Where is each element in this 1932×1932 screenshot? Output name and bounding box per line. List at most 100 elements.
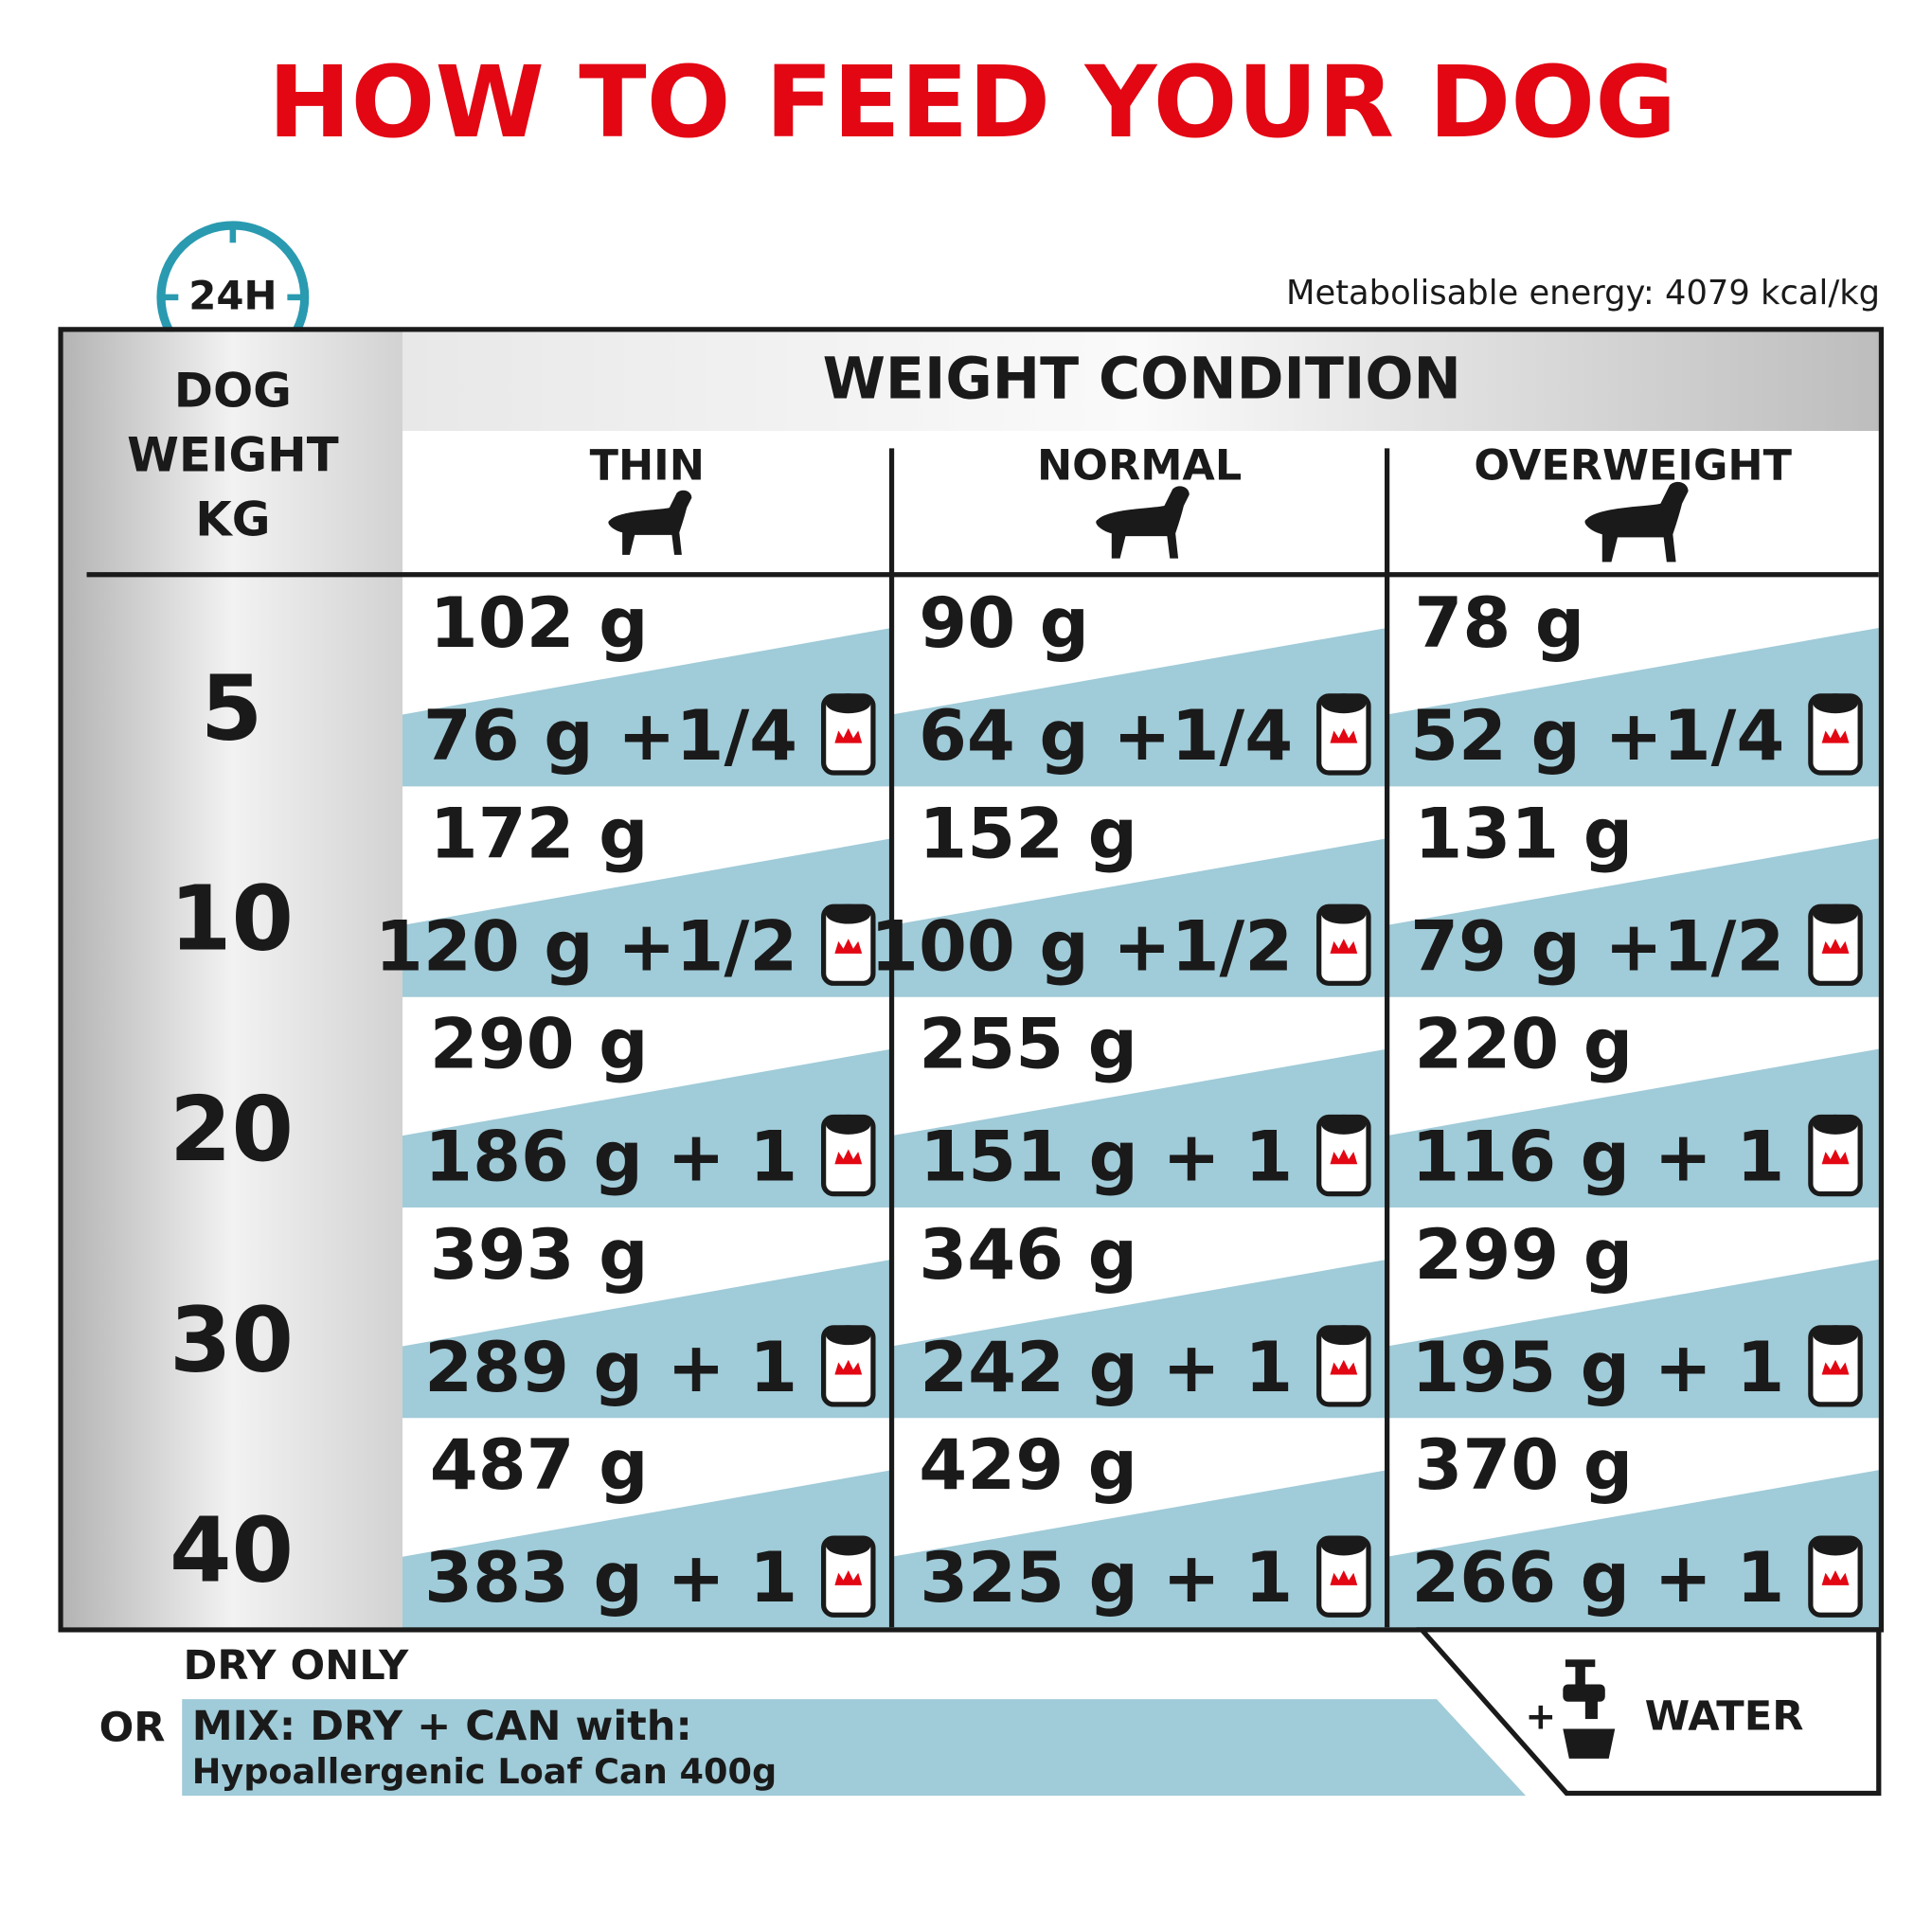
- mix-band: [402, 838, 892, 997]
- dry-amount: 90 g: [919, 583, 1089, 664]
- can-name: Hypoallergenic Loaf Can 400g: [192, 1751, 778, 1792]
- dry-amount: 487 g: [430, 1425, 649, 1506]
- can-icon: [1316, 1325, 1371, 1407]
- mix-band: [891, 838, 1387, 997]
- mix-amount: 151 g + 1: [920, 1118, 1293, 1198]
- can-crown: [1330, 1149, 1358, 1165]
- dry-amount: 131 g: [1414, 794, 1633, 874]
- mix-band: [891, 628, 1387, 787]
- tap-icon: [1563, 1659, 1616, 1759]
- can-lid: [1321, 903, 1367, 924]
- dry-amount: 152 g: [919, 794, 1137, 874]
- can-crown: [834, 727, 863, 743]
- can-crown: [1821, 1149, 1850, 1165]
- can-lid: [1813, 1114, 1858, 1135]
- column-header: THIN: [590, 441, 705, 490]
- can-icon: [1808, 1114, 1863, 1197]
- mix-band: [891, 1259, 1387, 1419]
- can-lid: [1813, 693, 1858, 714]
- or-label: OR: [99, 1704, 166, 1751]
- can-icon: [1316, 1114, 1371, 1197]
- can-lid: [1321, 1114, 1367, 1135]
- can-lid: [826, 1114, 871, 1135]
- mix-band: [402, 1259, 892, 1419]
- mix-amount: 325 g + 1: [920, 1538, 1293, 1619]
- can-crown: [834, 1570, 863, 1585]
- mix-label: MIX: DRY + CAN with:: [192, 1703, 692, 1750]
- dry-amount: 172 g: [430, 794, 649, 874]
- weight-header: KG: [195, 492, 270, 546]
- can-lid: [826, 693, 871, 714]
- mix-amount: 186 g + 1: [424, 1118, 797, 1198]
- mix-band: [402, 1048, 892, 1208]
- can-icon: [821, 903, 876, 986]
- weight-header: DOG: [174, 363, 292, 418]
- can-crown: [1330, 1570, 1358, 1585]
- dog-icon: [608, 490, 692, 555]
- can-lid: [1813, 903, 1858, 924]
- mix-amount: 242 g + 1: [920, 1328, 1293, 1408]
- weight-value: 5: [201, 657, 263, 760]
- weight-header: WEIGHT: [127, 427, 339, 482]
- energy-note: Metabolisable energy: 4079 kcal/kg: [1286, 274, 1880, 313]
- weight-value: 10: [170, 868, 294, 972]
- can-crown: [834, 1359, 863, 1375]
- clock-label: 24H: [188, 273, 277, 319]
- mix-amount: 76 g +1/4: [423, 696, 797, 777]
- weight-value: 30: [170, 1289, 294, 1392]
- can-icon: [821, 1535, 876, 1618]
- column-header: NORMAL: [1037, 441, 1242, 490]
- mix-band: [1386, 628, 1879, 787]
- column-header: OVERWEIGHT: [1474, 441, 1792, 490]
- water-box: [1416, 1627, 1882, 1797]
- mix-amount: 52 g +1/4: [1410, 696, 1784, 777]
- dog-icon: [1096, 486, 1190, 559]
- mix-band: [1386, 1048, 1879, 1208]
- can-lid: [826, 903, 871, 924]
- dry-amount: 429 g: [919, 1425, 1137, 1506]
- can-lid: [826, 1535, 871, 1556]
- can-icon: [1808, 903, 1863, 986]
- condition-band: [402, 331, 1879, 432]
- can-lid: [1321, 693, 1367, 714]
- can-icon: [1316, 1535, 1371, 1618]
- dry-amount: 220 g: [1414, 1005, 1633, 1085]
- mix-band: [891, 1470, 1387, 1629]
- can-crown: [1330, 1359, 1358, 1375]
- water-label: WATER: [1645, 1693, 1804, 1741]
- can-icon: [821, 1325, 876, 1407]
- mix-band: [402, 1470, 892, 1629]
- can-crown: [1821, 727, 1850, 743]
- water-plus: +: [1525, 1696, 1556, 1739]
- table-body: [402, 431, 1879, 1628]
- can-icon: [821, 693, 876, 776]
- weight-value: 40: [170, 1500, 294, 1603]
- can-crown: [1821, 939, 1850, 954]
- mix-band: [182, 1699, 1527, 1797]
- mix-band: [402, 628, 892, 787]
- mix-amount: 100 g +1/2: [870, 906, 1293, 987]
- mix-amount: 116 g + 1: [1411, 1118, 1784, 1198]
- title: HOW TO FEED YOUR DOG: [268, 45, 1676, 160]
- dry-amount: 255 g: [919, 1005, 1137, 1085]
- can-crown: [1330, 727, 1358, 743]
- dry-amount: 290 g: [430, 1005, 649, 1085]
- can-crown: [834, 1149, 863, 1165]
- can-crown: [1330, 939, 1358, 954]
- can-icon: [1808, 1535, 1863, 1618]
- mix-amount: 79 g +1/2: [1410, 906, 1784, 987]
- mix-band: [891, 1048, 1387, 1208]
- condition-header: WEIGHT CONDITION: [823, 347, 1461, 413]
- can-lid: [1321, 1535, 1367, 1556]
- mix-amount: 383 g + 1: [424, 1538, 797, 1619]
- mix-amount: 120 g +1/2: [375, 906, 797, 987]
- weight-column-bg: [63, 331, 402, 1628]
- dry-amount: 299 g: [1414, 1215, 1633, 1296]
- dry-amount: 78 g: [1414, 583, 1584, 664]
- mix-amount: 64 g +1/4: [919, 696, 1293, 777]
- can-crown: [834, 939, 863, 954]
- mix-band: [1386, 1259, 1879, 1419]
- dry-amount: 370 g: [1414, 1425, 1633, 1506]
